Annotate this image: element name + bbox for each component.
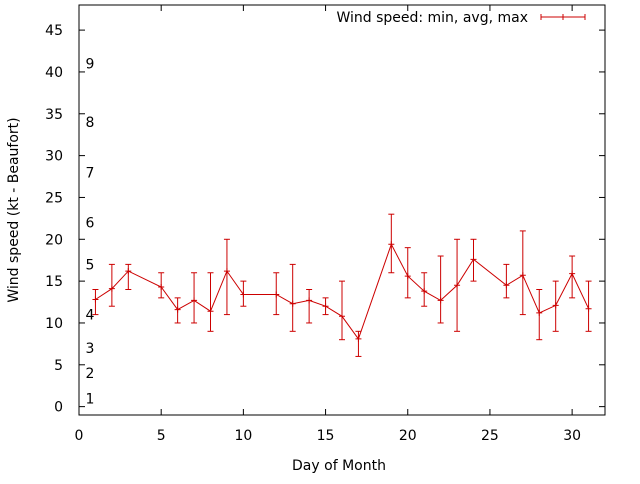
x-axis-ticks: 0 5 10 15 20 25 30 (75, 5, 581, 444)
avg-point-marker (240, 291, 247, 298)
x-axis-label: Day of Month (292, 458, 386, 474)
x-tick-label: 20 (399, 428, 417, 444)
y-tick-label: 10 (45, 316, 63, 332)
avg-point-marker (569, 270, 576, 277)
beaufort-label: 2 (86, 366, 95, 382)
avg-point-marker (158, 283, 165, 290)
avg-point-marker (585, 305, 592, 312)
avg-point-marker (519, 272, 526, 279)
avg-point-marker (289, 300, 296, 307)
beaufort-label: 5 (86, 257, 95, 273)
legend: Wind speed: min, avg, max (336, 10, 586, 26)
x-tick-label: 15 (317, 428, 335, 444)
avg-point-marker (552, 302, 559, 309)
avg-points (92, 241, 592, 342)
avg-point-marker (306, 297, 313, 304)
beaufort-label: 9 (86, 57, 95, 73)
y-tick-label: 25 (45, 190, 63, 206)
avg-point-marker (191, 297, 198, 304)
y-tick-label: 35 (45, 107, 63, 123)
y-tick-label: 30 (45, 149, 63, 165)
beaufort-label: 3 (86, 341, 95, 357)
avg-point-marker (470, 256, 477, 263)
avg-point-marker (536, 309, 543, 316)
y-tick-label: 0 (54, 400, 63, 416)
beaufort-label: 7 (86, 165, 95, 181)
avg-point-marker (273, 291, 280, 298)
x-tick-label: 30 (563, 428, 581, 444)
beaufort-scale-labels: 1 2 3 4 5 6 7 8 9 (86, 57, 95, 408)
y-tick-label: 45 (45, 23, 63, 39)
x-tick-label: 5 (157, 428, 166, 444)
avg-point-marker (421, 288, 428, 295)
x-tick-label: 25 (481, 428, 499, 444)
avg-point-marker (322, 303, 329, 310)
y-tick-label: 5 (54, 358, 63, 374)
avg-point-marker (437, 297, 444, 304)
y-tick-label: 40 (45, 65, 63, 81)
y-tick-label: 20 (45, 232, 63, 248)
beaufort-label: 6 (86, 216, 95, 232)
beaufort-label: 4 (86, 308, 95, 324)
avg-point-marker (92, 296, 99, 303)
x-tick-label: 10 (234, 428, 252, 444)
avg-point-marker (454, 282, 461, 289)
x-tick-label: 0 (75, 428, 84, 444)
beaufort-label: 1 (86, 391, 95, 407)
avg-point-marker (174, 306, 181, 313)
avg-point-marker (503, 282, 510, 289)
avg-point-marker (355, 335, 362, 342)
avg-point-marker (108, 285, 115, 292)
avg-point-marker (339, 313, 345, 320)
y-axis-label: Wind speed (kt - Beaufort) (6, 117, 22, 302)
avg-point-marker (207, 308, 214, 315)
beaufort-label: 8 (86, 115, 95, 131)
y-tick-label: 15 (45, 274, 63, 290)
legend-sample-line (540, 14, 586, 20)
legend-label: Wind speed: min, avg, max (336, 10, 528, 26)
avg-point-marker (388, 241, 395, 248)
avg-point-marker (223, 268, 230, 275)
avg-point-marker (404, 273, 411, 280)
plot-area (78, 4, 606, 416)
avg-point-marker (125, 268, 132, 275)
